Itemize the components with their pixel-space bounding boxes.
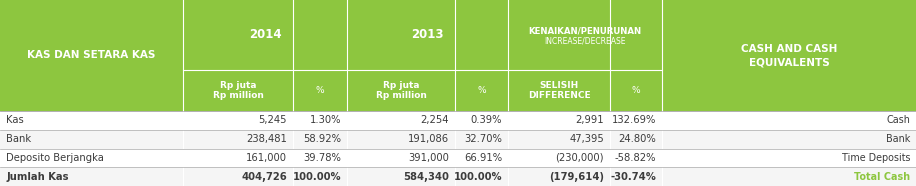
Text: Rp juta
Rp million: Rp juta Rp million [213, 81, 264, 100]
Text: 39.78%: 39.78% [303, 153, 341, 163]
Text: 2,254: 2,254 [420, 115, 449, 125]
Text: -30.74%: -30.74% [610, 172, 656, 182]
Text: %: % [316, 86, 324, 95]
Text: CASH AND CASH
EQUIVALENTS: CASH AND CASH EQUIVALENTS [741, 44, 837, 67]
Text: INCREASE/DECREASE: INCREASE/DECREASE [544, 36, 626, 46]
Text: Kas: Kas [6, 115, 24, 125]
Bar [508, 0, 662, 70]
Text: 32.70%: 32.70% [464, 134, 502, 144]
Bar [0, 148, 916, 167]
Text: Bank: Bank [6, 134, 31, 144]
Text: KAS DAN SETARA KAS: KAS DAN SETARA KAS [27, 51, 156, 60]
Text: 161,000: 161,000 [246, 153, 287, 163]
Text: 1.30%: 1.30% [310, 115, 341, 125]
Text: 191,086: 191,086 [408, 134, 449, 144]
Text: 584,340: 584,340 [403, 172, 449, 182]
Text: 100.00%: 100.00% [292, 172, 341, 182]
Text: 404,726: 404,726 [241, 172, 287, 182]
Text: Time Deposits: Time Deposits [842, 153, 910, 163]
Bar [0, 111, 916, 130]
Text: 47,395: 47,395 [569, 134, 604, 144]
Bar [455, 70, 508, 111]
Bar [0, 167, 916, 186]
Text: Deposito Berjangka: Deposito Berjangka [6, 153, 104, 163]
Text: Cash: Cash [886, 115, 910, 125]
Text: %: % [477, 86, 485, 95]
Bar [183, 70, 293, 111]
Text: Jumlah Kas: Jumlah Kas [6, 172, 69, 182]
Bar [183, 0, 347, 70]
Text: SELISIH
DIFFERENCE: SELISIH DIFFERENCE [528, 81, 590, 100]
Text: 391,000: 391,000 [409, 153, 449, 163]
Bar [293, 70, 347, 111]
Text: 238,481: 238,481 [246, 134, 287, 144]
Bar [0, 0, 183, 111]
Bar [347, 70, 455, 111]
Bar [0, 130, 916, 148]
Text: %: % [632, 86, 640, 95]
Text: 0.39%: 0.39% [471, 115, 502, 125]
Text: -58.82%: -58.82% [615, 153, 656, 163]
Bar [508, 70, 610, 111]
Text: KENAIKAN/PENURUNAN: KENAIKAN/PENURUNAN [529, 26, 641, 36]
Text: 100.00%: 100.00% [453, 172, 502, 182]
Bar [347, 0, 508, 70]
Text: 2,991: 2,991 [575, 115, 604, 125]
Text: (179,614): (179,614) [549, 172, 604, 182]
Text: 24.80%: 24.80% [618, 134, 656, 144]
Text: 66.91%: 66.91% [463, 153, 502, 163]
Text: 132.69%: 132.69% [612, 115, 656, 125]
Text: Total Cash: Total Cash [854, 172, 910, 182]
Text: 5,245: 5,245 [258, 115, 287, 125]
Text: 58.92%: 58.92% [303, 134, 341, 144]
Bar [662, 0, 916, 111]
Text: 2013: 2013 [411, 28, 443, 41]
Text: (230,000): (230,000) [555, 153, 604, 163]
Text: Rp juta
Rp million: Rp juta Rp million [376, 81, 427, 100]
Text: Bank: Bank [886, 134, 910, 144]
Text: 2014: 2014 [248, 28, 281, 41]
Bar [610, 70, 662, 111]
